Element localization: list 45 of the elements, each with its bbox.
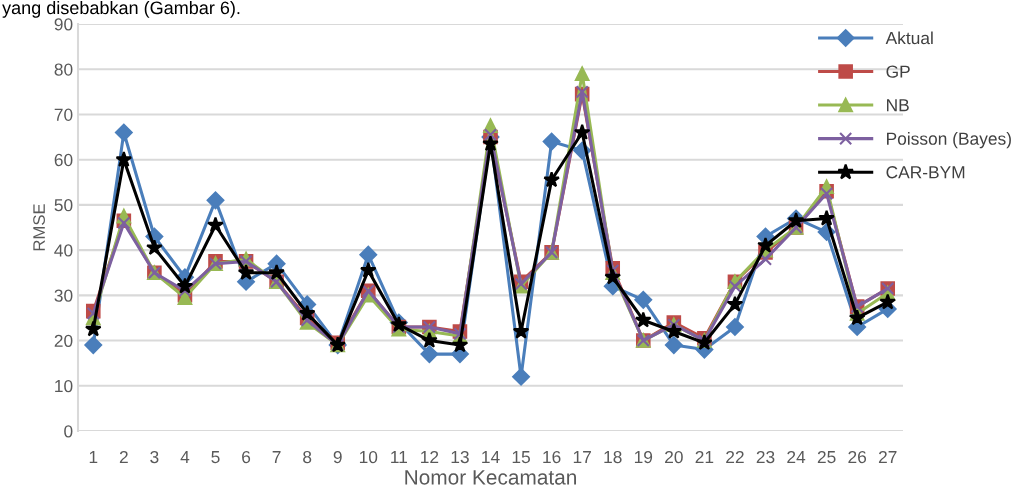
x-tick-label: 23 — [756, 450, 775, 464]
x-tick-label: 1 — [89, 451, 98, 464]
x-tick-label: 26 — [848, 450, 867, 464]
x-tick-label: 5 — [211, 451, 220, 464]
x-tick-label: 25 — [817, 450, 836, 464]
y-tick-label: 50 — [54, 199, 73, 212]
x-tick-label: 14 — [482, 451, 500, 464]
legend-label: Poisson (Bayes) — [887, 132, 1011, 149]
y-tick-label: 0 — [64, 425, 73, 438]
x-tick-label: 8 — [303, 450, 312, 464]
legend-label: GP — [886, 65, 910, 78]
x-tick-label: 18 — [604, 450, 622, 464]
x-tick-label: 11 — [391, 451, 407, 464]
y-tick-label: 70 — [54, 108, 73, 121]
y-tick-label: 20 — [54, 334, 73, 348]
legend-label: Aktual — [885, 31, 933, 45]
y-tick-label: 30 — [54, 289, 73, 302]
y-tick-label: 80 — [54, 63, 73, 76]
x-tick-label: 6 — [242, 450, 251, 464]
x-tick-label: 13 — [451, 450, 469, 464]
x-tick-label: 19 — [634, 450, 653, 464]
x-tick-label: 9 — [333, 450, 342, 464]
x-tick-label: 15 — [512, 451, 530, 464]
legend-label: CAR-BYM — [886, 166, 965, 179]
x-tick-label: 2 — [119, 450, 128, 464]
x-tick-label: 7 — [272, 451, 281, 464]
x-tick-label: 3 — [150, 450, 159, 464]
x-tick-label: 4 — [180, 451, 190, 464]
y-tick-label: 10 — [55, 379, 73, 393]
x-tick-label: 24 — [787, 450, 806, 464]
text: yang disebabkan (Gambar 6). — [2, 0, 240, 18]
x-tick-label: 17 — [573, 451, 591, 464]
y-tick-label: 60 — [54, 153, 73, 167]
x-tick-label: 16 — [543, 450, 561, 464]
x-axis-title: Nomor Kecamatan — [405, 470, 576, 485]
x-tick-label: 21 — [695, 450, 714, 464]
y-tick-label: 40 — [54, 244, 73, 257]
y-tick-label: 90 — [54, 18, 73, 31]
x-tick-label: 27 — [878, 450, 897, 464]
x-tick-label: 22 — [726, 450, 744, 464]
legend-label: NB — [887, 99, 909, 112]
y-axis-title: RMSE — [33, 204, 45, 251]
x-tick-label: 12 — [421, 450, 439, 464]
x-tick-label: 20 — [665, 450, 683, 464]
x-tick-label: 10 — [359, 450, 378, 464]
